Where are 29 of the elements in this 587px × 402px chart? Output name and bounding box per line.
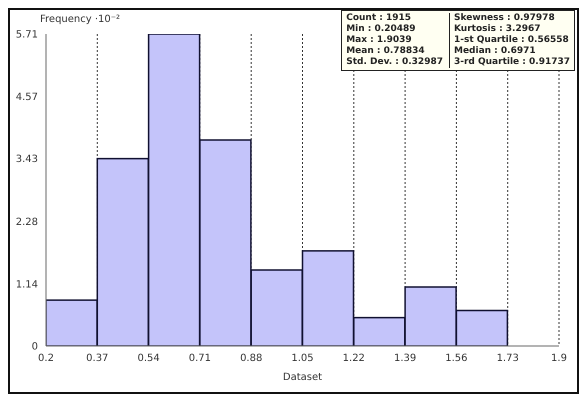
text: Min : 0.20489 [346, 24, 417, 35]
x-axis-title: Dataset [282, 372, 322, 383]
annotation: Mean : 0.78834 [346, 46, 426, 57]
x-tick-label: 0.71 [188, 353, 212, 364]
annotation: Std. Dev. : 0.32987 [346, 57, 443, 68]
x-tick-label: 1.56 [445, 353, 468, 364]
x-tick-label: 1.22 [342, 353, 365, 364]
y-tick-label: 4.57 [16, 92, 38, 103]
y-tick-label: 1.14 [16, 279, 38, 290]
x-tick-label: 0.88 [240, 353, 262, 364]
y-tick-label: 0 [32, 342, 38, 353]
text: Count : 1915 [346, 13, 412, 24]
x-tick-label: 0.2 [38, 353, 54, 364]
x-tick-label: 1.9 [551, 353, 567, 364]
annotation: Median : 0.6971 [448, 46, 570, 57]
y-tick-label: 3.43 [16, 154, 38, 166]
text: Skewness : 0.97978 [448, 13, 570, 24]
annotation: 3-rd Quartile : 0.91737 [448, 57, 570, 68]
x-tick-label: 1.73 [496, 353, 519, 364]
y-tick-label: 5.71 [16, 30, 38, 41]
text: Kurtosis : 3.2967 [448, 24, 570, 35]
x-tick-label: 0.54 [137, 353, 160, 364]
x-tick-label: 1.05 [291, 353, 314, 364]
annotation: Max : 1.9039 [346, 35, 413, 46]
annotation: 1-st Quartile : 0.56558 [448, 35, 570, 46]
y-tick-label: 2.28 [16, 216, 38, 228]
y-axis-title: Frequency ·10⁻² [40, 14, 120, 25]
x-tick-label: 1.39 [394, 353, 416, 364]
x-tick-label: 0.37 [86, 353, 108, 364]
